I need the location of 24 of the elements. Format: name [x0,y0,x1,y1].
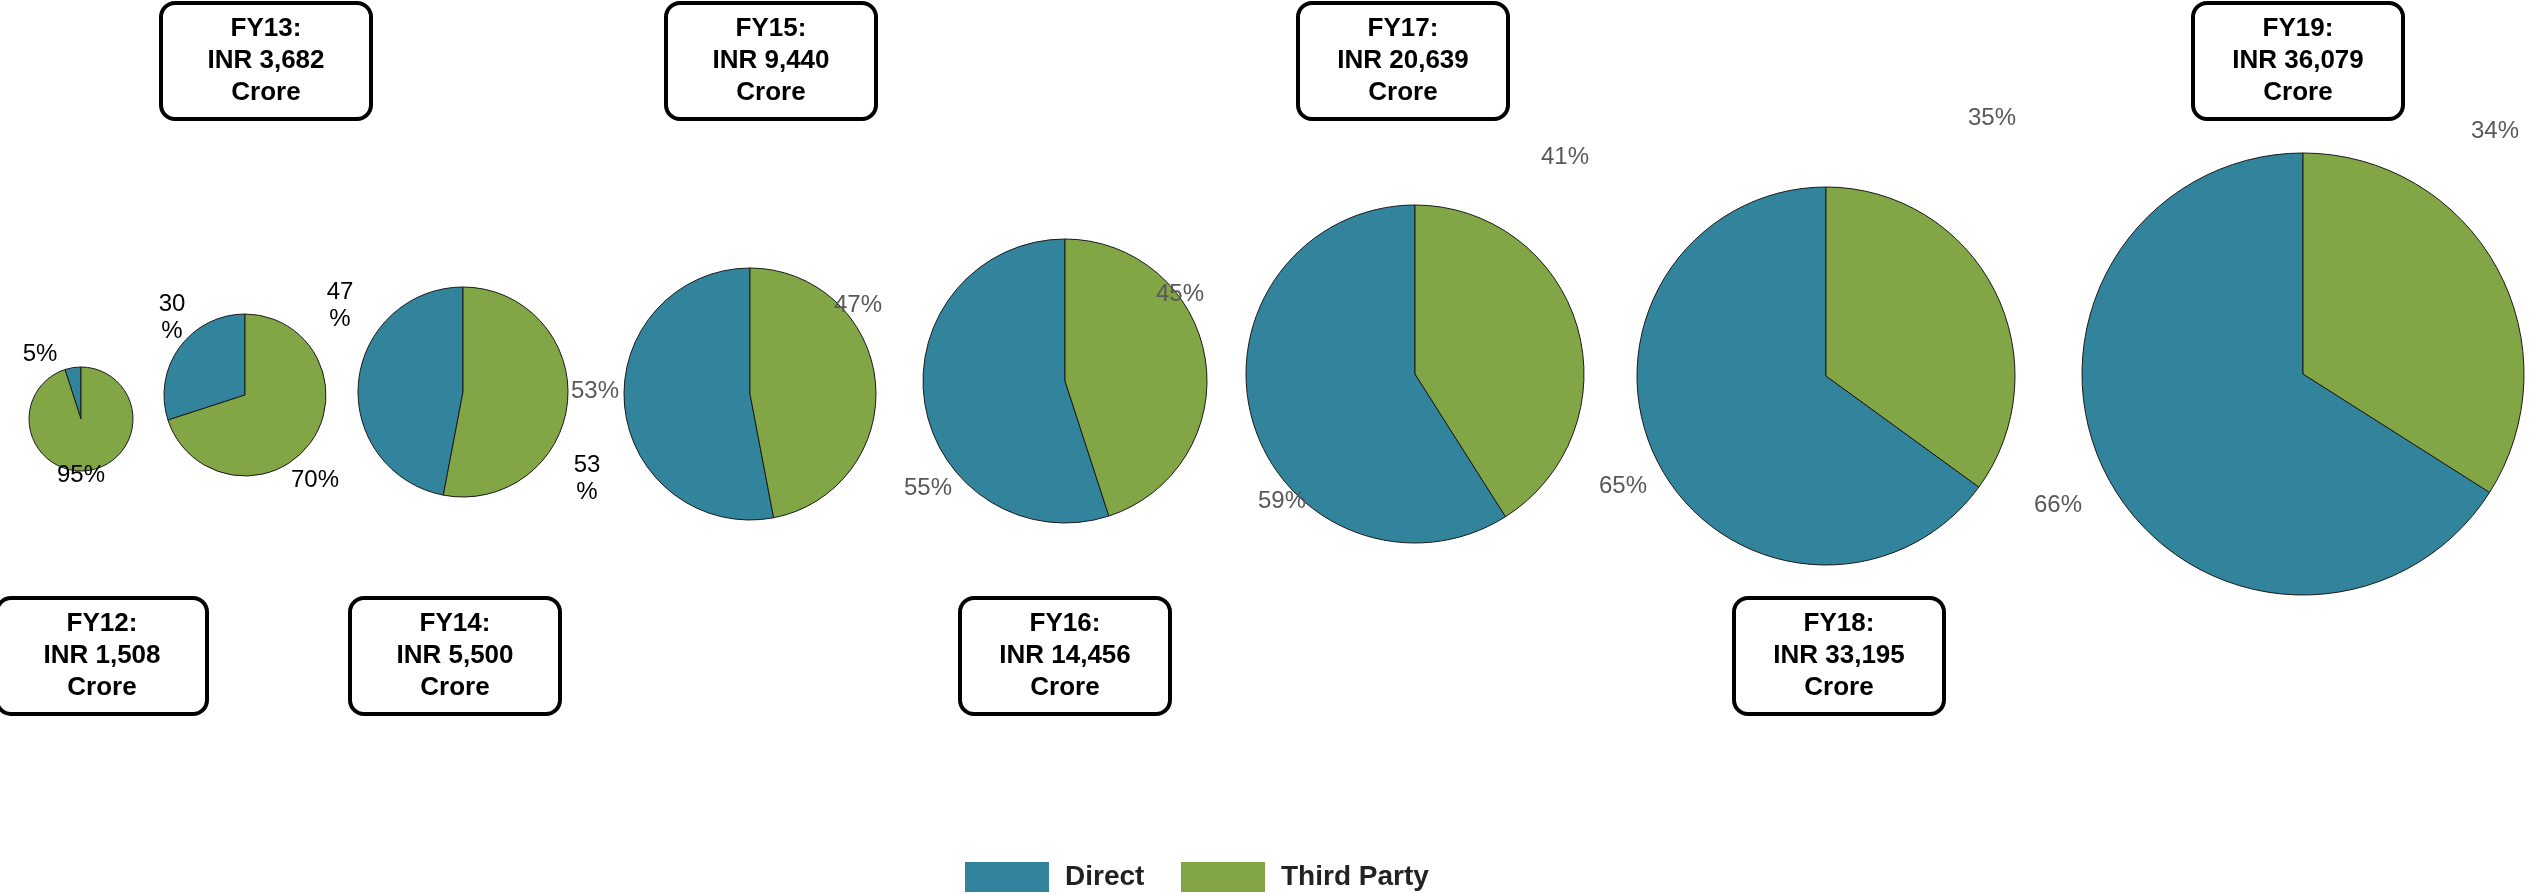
data-label: 65% [1598,471,1648,499]
data-label: 53 % [573,450,601,505]
legend-label: Third Party [1281,860,1430,892]
data-label: 47 % [326,277,354,332]
data-label: 35% [1967,103,2017,131]
text: FY12: INR 1,508 Crore [43,606,161,701]
data-label: 66% [2033,490,2083,518]
data-label: 41% [1540,142,1590,170]
text: FY18: INR 33,195 Crore [1773,606,1905,701]
text: FY14: INR 5,500 Crore [396,606,514,701]
data-label: 55% [903,473,953,501]
legend-label: Direct [1065,860,1145,892]
data-label: 30 % [158,289,186,344]
data-label: 70% [290,465,340,493]
data-label: 53% [570,376,620,404]
data-label: 34% [2470,116,2520,144]
data-label: 5% [22,339,58,367]
chart-title: FY15: INR 9,440 Crore [712,11,830,106]
text: FY16: INR 14,456 Crore [999,606,1131,701]
chart-title: FY17: INR 20,639 Crore [1337,11,1469,106]
data-label: 59% [1257,486,1307,514]
chart-title: FY19: INR 36,079 Crore [2232,11,2364,106]
chart-title: FY13: INR 3,682 Crore [207,11,325,106]
data-label: 95% [56,460,106,488]
